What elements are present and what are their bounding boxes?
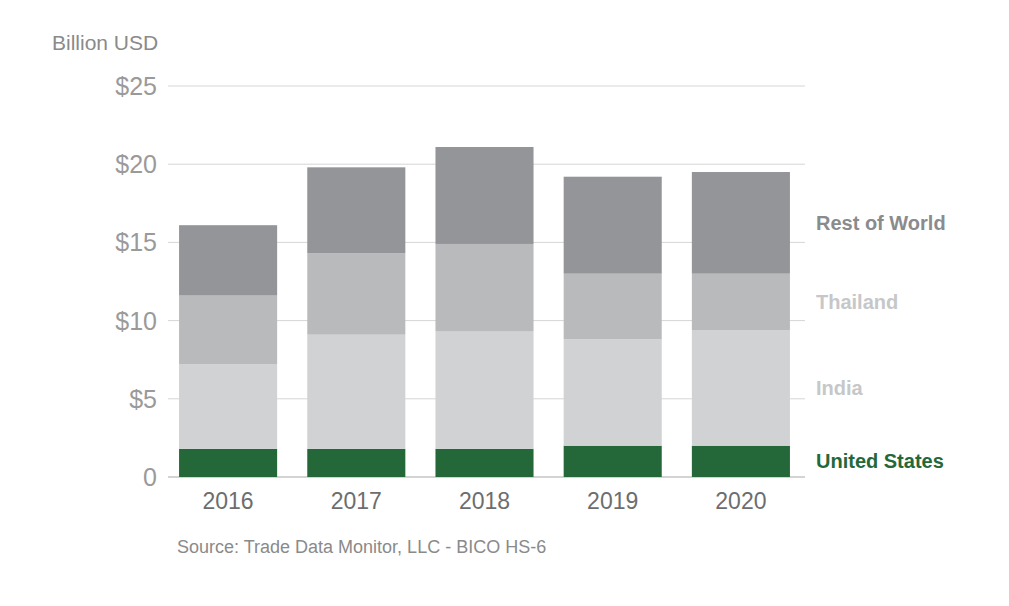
legend-label: Thailand bbox=[816, 291, 898, 313]
x-tick-label: 2016 bbox=[203, 488, 254, 514]
bar-segment bbox=[692, 330, 790, 446]
bar-segment bbox=[692, 172, 790, 274]
legend-label: India bbox=[816, 377, 864, 399]
y-axis-label: Billion USD bbox=[52, 31, 158, 54]
bar-segment bbox=[692, 274, 790, 330]
bar-segment bbox=[179, 225, 277, 295]
y-tick-label: 0 bbox=[143, 463, 157, 491]
bar-segment bbox=[307, 449, 405, 477]
x-tick-label: 2018 bbox=[459, 488, 510, 514]
bar-segment bbox=[435, 449, 533, 477]
bar-segment bbox=[435, 332, 533, 449]
bar-segment bbox=[307, 335, 405, 449]
legend-label: United States bbox=[816, 450, 944, 472]
bar-segment bbox=[564, 339, 662, 445]
x-tick-label: 2020 bbox=[715, 488, 766, 514]
bar-segment bbox=[564, 446, 662, 477]
bar-segment bbox=[179, 449, 277, 477]
bar-segment bbox=[435, 147, 533, 244]
x-tick-label: 2017 bbox=[331, 488, 382, 514]
bar-segment bbox=[435, 244, 533, 332]
bar-segment bbox=[564, 274, 662, 340]
y-tick-label: $10 bbox=[115, 307, 157, 335]
y-tick-label: $15 bbox=[115, 228, 157, 256]
source-note: Source: Trade Data Monitor, LLC - BICO H… bbox=[177, 537, 546, 557]
chart: Billion USD 0 $5 $10 $15 $20 $25 2016 2017 2018 20… bbox=[0, 0, 1009, 606]
grid-line bbox=[168, 86, 805, 87]
bar-segment bbox=[307, 253, 405, 334]
bar-segment bbox=[307, 167, 405, 253]
x-tick-label: 2019 bbox=[587, 488, 638, 514]
bars bbox=[179, 147, 790, 477]
bar-segment bbox=[179, 364, 277, 448]
bar-segment bbox=[692, 446, 790, 477]
bar-segment bbox=[564, 177, 662, 274]
y-tick-label: $5 bbox=[129, 385, 157, 413]
bar-segment bbox=[179, 296, 277, 365]
y-tick-label: $25 bbox=[115, 72, 157, 100]
y-tick-label: $20 bbox=[115, 150, 157, 178]
legend-label: Rest of World bbox=[816, 212, 946, 234]
